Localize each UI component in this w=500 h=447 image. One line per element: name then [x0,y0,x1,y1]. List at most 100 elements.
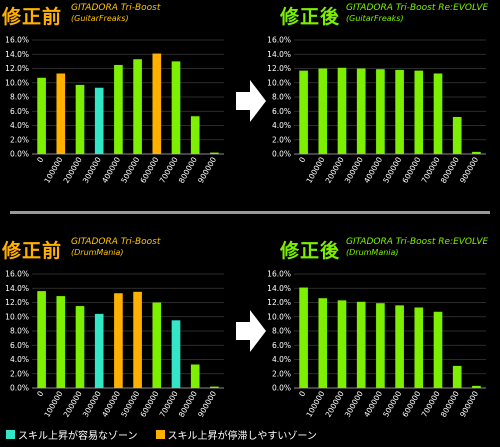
legend-label-easy: スキル上昇が容易なゾーン [18,430,138,442]
y-tick-label: 4.0% [10,355,29,364]
legend-swatch-hard [155,429,165,439]
chart-subtitle: (GuitarFreaks) [346,14,404,23]
bar [472,151,481,154]
bar [414,70,424,154]
bar [114,64,123,154]
y-tick-label: 8.0% [272,327,291,336]
y-tick-label: 10.0% [5,78,29,87]
panel-label: 修正後 [280,6,341,28]
bar [75,306,85,388]
arrow-right-icon [236,310,266,352]
bar [152,302,162,388]
y-tick-label: 6.0% [272,341,291,350]
chart-header: 修正後 GITADORA Tri-Boost Re:EVOLVE (DrumMa… [262,234,497,268]
y-tick-label: 2.0% [10,369,29,378]
chart-subtitle: (DrumMania) [71,248,124,257]
bar [171,61,181,154]
bar [210,386,219,388]
y-tick-label: 16.0% [5,36,29,45]
bar [318,298,328,388]
section-divider [10,211,490,214]
y-tick-label: 2.0% [10,135,29,144]
legend-swatch-easy [6,429,15,439]
bar [133,59,142,154]
y-tick-label: 10.0% [5,312,29,321]
y-tick-label: 2.0% [272,135,291,144]
y-tick-label: 8.0% [272,93,291,102]
bar [376,303,385,388]
panel-label: 修正前 [2,240,63,262]
bar [94,87,104,154]
chart-header: 修正後 GITADORA Tri-Boost Re:EVOLVE (Guitar… [262,0,497,34]
y-tick-label: 16.0% [267,270,291,279]
bar [56,296,66,388]
y-tick-label: 2.0% [272,369,291,378]
chart-panel-guitar-after: 修正後 GITADORA Tri-Boost Re:EVOLVE (Guitar… [262,0,497,190]
bar [452,365,462,388]
y-tick-label: 14.0% [5,50,29,59]
y-tick-label: 4.0% [272,121,291,130]
bar [190,364,200,388]
bar [37,291,46,388]
y-tick-label: 0.0% [272,384,291,393]
legend-item-easy: スキル上昇が容易なゾーン [6,427,138,442]
bar-chart: 0.0% 2.0% 4.0% 6.0% 8.0% 10.0% 12.0% 14.0% 16.0%… [267,270,486,419]
x-tick-label: 0 [297,155,307,164]
x-tick-label: 0 [35,389,45,398]
y-tick-label: 12.0% [5,64,29,73]
y-tick-label: 12.0% [267,64,291,73]
y-tick-label: 12.0% [5,298,29,307]
bar [190,116,200,154]
bar [171,320,181,388]
bar [376,69,385,154]
bar [337,67,347,154]
bar [75,84,85,154]
chart-title: GITADORA Tri-Boost Re:EVOLVE [346,237,489,247]
y-tick-label: 14.0% [267,284,291,293]
x-tick-label: 900000 [196,155,218,184]
y-tick-label: 8.0% [10,93,29,102]
bar [299,287,308,388]
y-tick-label: 10.0% [267,78,291,87]
chart-title: GITADORA Tri-Boost [71,237,161,247]
y-tick-label: 14.0% [5,284,29,293]
bar [210,152,219,154]
bar [414,307,424,388]
bar [337,300,347,388]
chart-title: GITADORA Tri-Boost Re:EVOLVE [346,3,489,13]
x-tick-label: 900000 [458,155,480,184]
bar [56,73,66,154]
x-tick-label: 0 [297,389,307,398]
x-tick-label: 0 [35,155,45,164]
chart-subtitle: (GuitarFreaks) [71,14,129,23]
bar [152,53,162,154]
y-tick-label: 16.0% [5,270,29,279]
y-tick-label: 0.0% [10,150,29,159]
bar-chart: 0.0% 2.0% 4.0% 6.0% 8.0% 10.0% 12.0% 14.0% 16.0%… [267,36,486,185]
bar [318,68,328,154]
bar [452,116,462,154]
y-tick-label: 10.0% [267,312,291,321]
legend-label-hard: スキル上昇が停滞しやすいゾーン [167,430,317,442]
panel-label: 修正後 [280,240,341,262]
chart-subtitle: (DrumMania) [346,248,399,257]
bar [356,301,366,388]
legend: スキル上昇が容易なゾーン スキル上昇が停滞しやすいゾーン [6,426,335,442]
bar [433,311,443,388]
chart-panel-drum-after: 修正後 GITADORA Tri-Boost Re:EVOLVE (DrumMa… [262,234,497,424]
bar-chart: 0.0% 2.0% 4.0% 6.0% 8.0% 10.0% 12.0% 14.0% 16.0%… [5,270,224,419]
chart-panel-drum-before: 修正前 GITADORA Tri-Boost (DrumMania) 0.0% 2… [0,234,235,424]
bar [133,291,142,388]
bar [395,305,404,388]
chart-title: GITADORA Tri-Boost [71,3,161,13]
x-tick-label: 900000 [196,389,218,418]
y-tick-label: 4.0% [272,355,291,364]
bar [37,77,46,154]
chart-header: 修正前 GITADORA Tri-Boost (GuitarFreaks) [0,0,235,34]
y-tick-label: 0.0% [272,150,291,159]
bar [433,73,443,154]
y-tick-label: 8.0% [10,327,29,336]
bar [299,70,308,154]
bar-chart: 0.0% 2.0% 4.0% 6.0% 8.0% 10.0% 12.0% 14.0% 16.0%… [5,36,224,185]
bar [395,69,404,154]
